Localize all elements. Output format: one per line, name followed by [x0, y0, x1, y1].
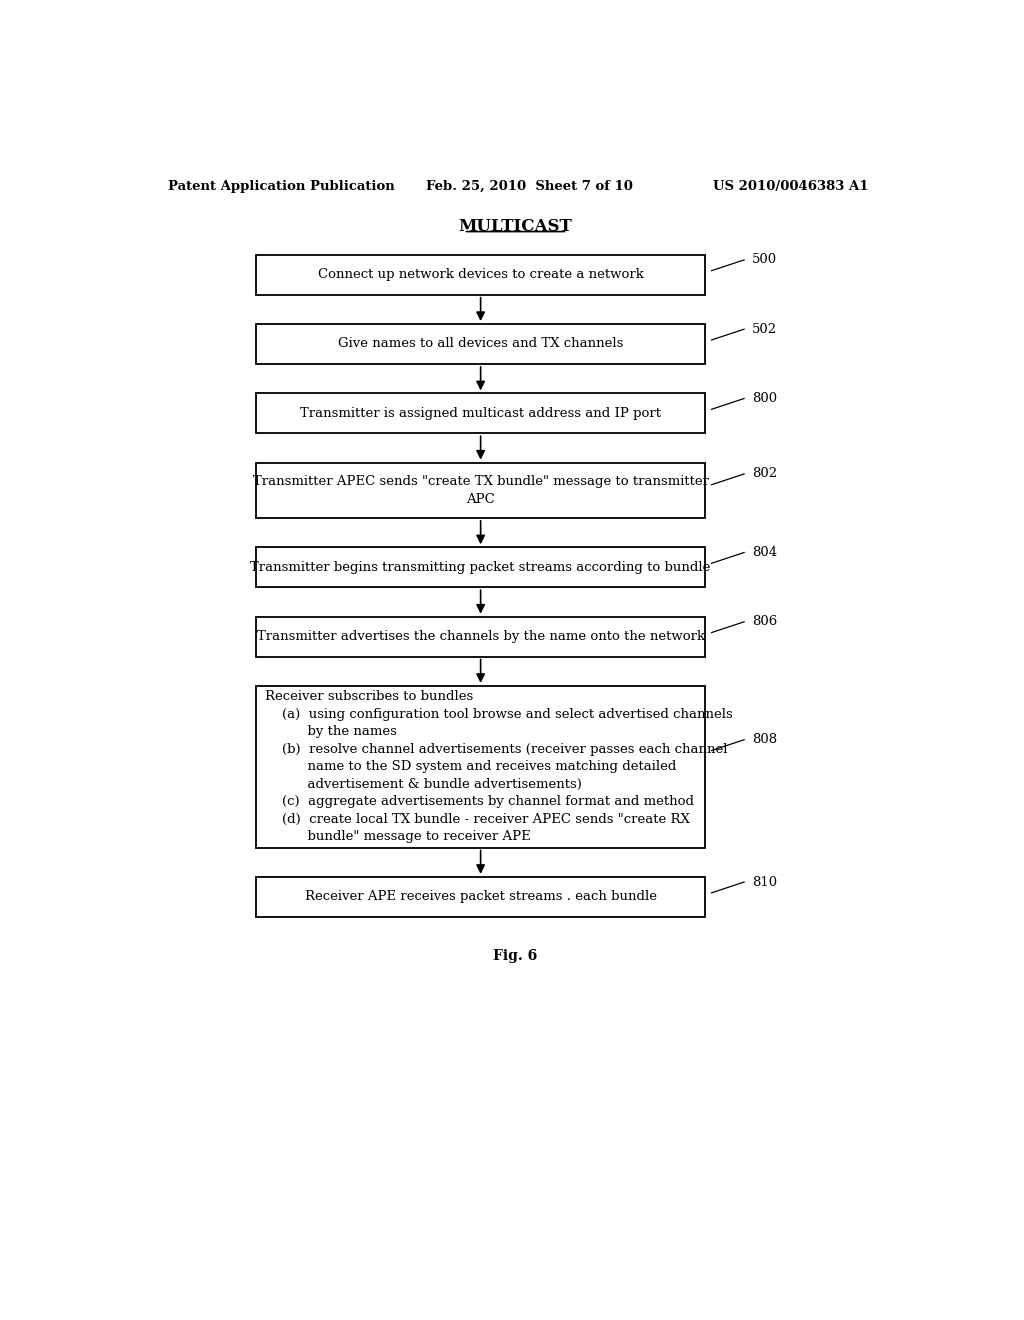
FancyBboxPatch shape [256, 323, 706, 364]
Text: Transmitter begins transmitting packet streams according to bundle: Transmitter begins transmitting packet s… [251, 561, 711, 574]
FancyBboxPatch shape [256, 686, 706, 847]
Text: Give names to all devices and TX channels: Give names to all devices and TX channel… [338, 338, 624, 351]
Text: Receiver APE receives packet streams . each bundle: Receiver APE receives packet streams . e… [304, 890, 656, 903]
FancyBboxPatch shape [256, 255, 706, 294]
FancyBboxPatch shape [256, 393, 706, 433]
FancyBboxPatch shape [256, 462, 706, 517]
Text: Receiver subscribes to bundles
    (a)  using configuration tool browse and sele: Receiver subscribes to bundles (a) using… [265, 690, 733, 843]
FancyBboxPatch shape [256, 876, 706, 917]
FancyBboxPatch shape [256, 548, 706, 587]
Text: Fig. 6: Fig. 6 [494, 949, 538, 964]
Text: Connect up network devices to create a network: Connect up network devices to create a n… [317, 268, 643, 281]
Text: Transmitter APEC sends "create TX bundle" message to transmitter
APC: Transmitter APEC sends "create TX bundle… [253, 475, 709, 506]
Text: Transmitter is assigned multicast address and IP port: Transmitter is assigned multicast addres… [300, 407, 662, 420]
Text: 806: 806 [752, 615, 777, 628]
Text: 808: 808 [752, 733, 777, 746]
Text: Transmitter advertises the channels by the name onto the network: Transmitter advertises the channels by t… [257, 630, 705, 643]
Text: 500: 500 [752, 253, 777, 267]
Text: 810: 810 [752, 875, 777, 888]
Text: US 2010/0046383 A1: US 2010/0046383 A1 [713, 180, 868, 193]
Text: Patent Application Publication: Patent Application Publication [168, 180, 395, 193]
Text: Feb. 25, 2010  Sheet 7 of 10: Feb. 25, 2010 Sheet 7 of 10 [426, 180, 633, 193]
Text: MULTICAST: MULTICAST [459, 219, 572, 235]
FancyBboxPatch shape [256, 616, 706, 656]
Text: 502: 502 [752, 322, 777, 335]
Text: 804: 804 [752, 546, 777, 558]
Text: 802: 802 [752, 467, 777, 480]
Text: 800: 800 [752, 392, 777, 405]
